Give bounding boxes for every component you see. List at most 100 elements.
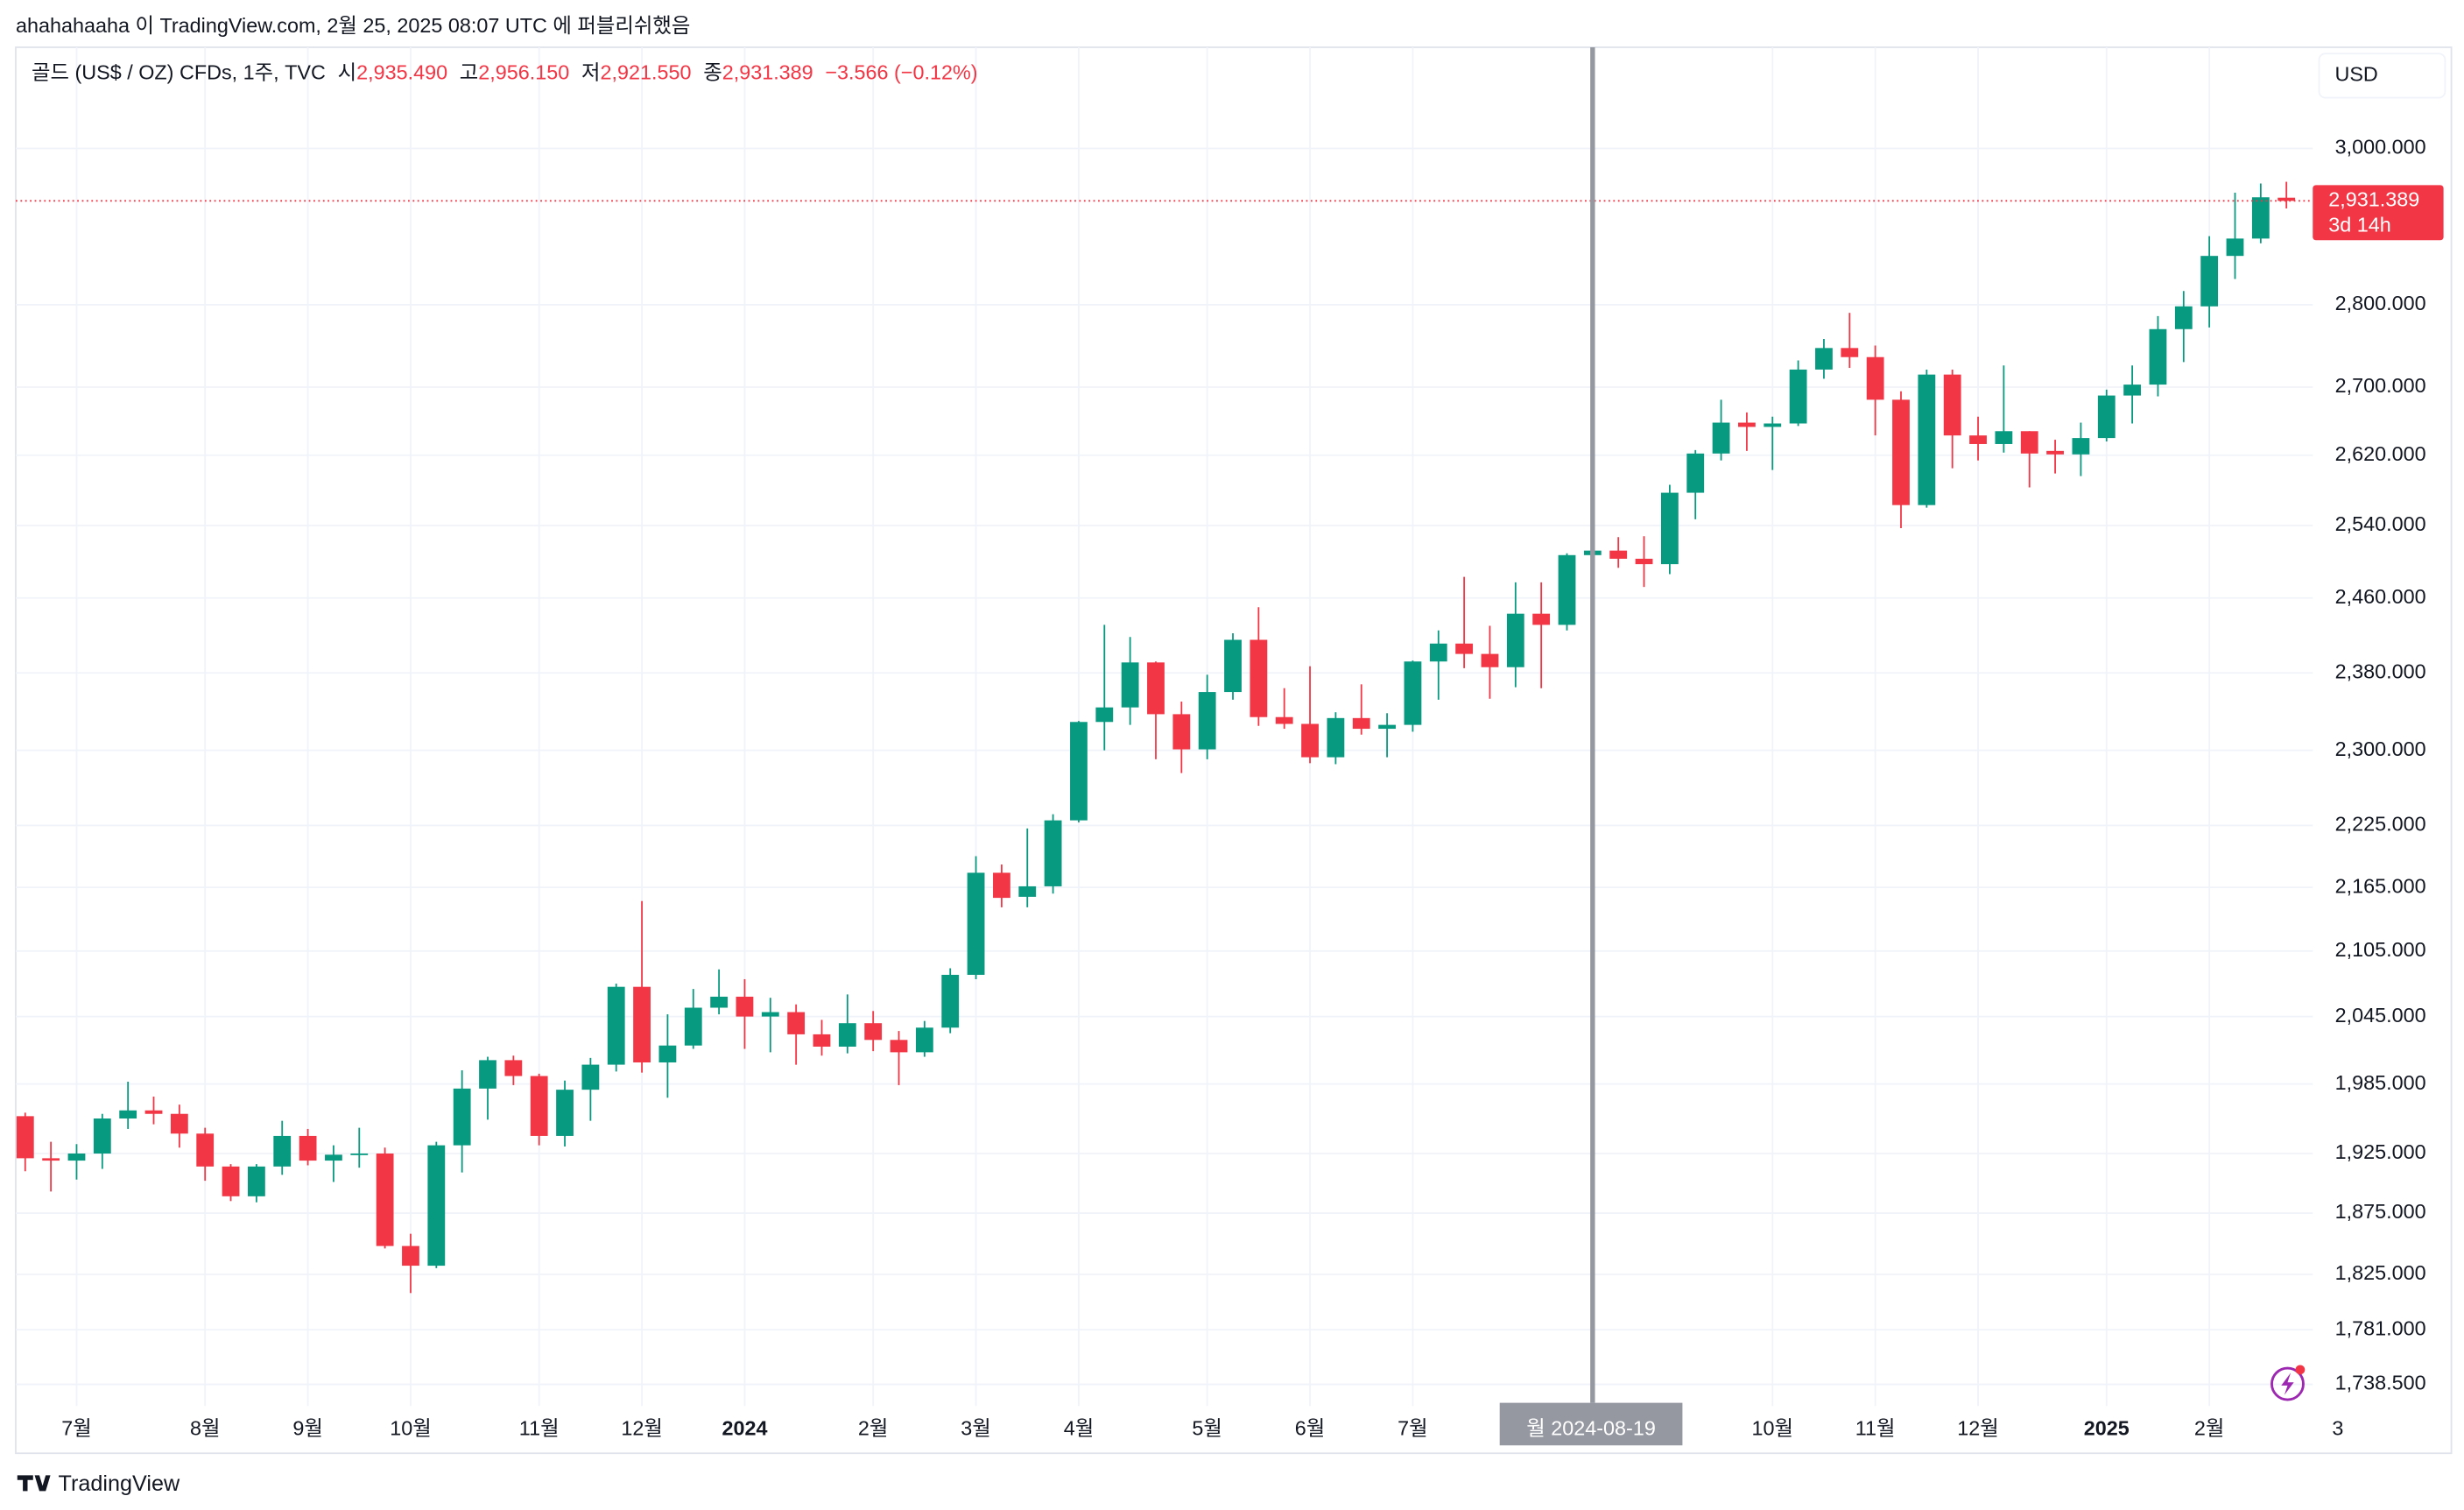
candle-body <box>325 1154 342 1161</box>
candle-body <box>1198 692 1216 750</box>
candle-body <box>1815 348 1833 370</box>
candle-body <box>787 1012 806 1034</box>
currency-box[interactable] <box>2318 53 2446 99</box>
candle-body <box>1275 716 1293 724</box>
alert-dot[interactable] <box>2295 1365 2306 1375</box>
y-tick-label: 2,460.000 <box>2335 585 2426 608</box>
candle-body <box>530 1076 548 1136</box>
candle-body <box>1789 369 1807 424</box>
candle-body <box>1352 717 1370 730</box>
alert-icon[interactable] <box>2270 1365 2306 1401</box>
candle-body <box>350 1154 369 1155</box>
legend-symbol: 골드 (US$ / OZ) CFDs, 1주, TVC <box>32 61 326 84</box>
crosshair-label-box <box>1499 1402 1683 1446</box>
y-tick-label: 3,000.000 <box>2335 136 2426 159</box>
candle-body <box>1995 431 2013 444</box>
candle-body <box>1481 653 1499 667</box>
candle-body <box>1404 661 1422 725</box>
candle-body <box>710 996 729 1008</box>
y-tick-label: 1,825.000 <box>2335 1261 2426 1284</box>
legend-open: 2,935.490 <box>356 61 447 84</box>
candle-body <box>1764 423 1782 427</box>
candle-body <box>1712 422 1730 454</box>
candle-body <box>915 1027 933 1053</box>
candle-body <box>2046 450 2064 455</box>
candle-body <box>170 1113 188 1134</box>
candle-body <box>1686 453 1705 493</box>
y-tick-label: 2,800.000 <box>2335 292 2426 314</box>
logo-mark <box>17 1475 51 1492</box>
candle-body <box>453 1088 471 1146</box>
alert-circle[interactable] <box>2270 1366 2305 1401</box>
candle-body <box>479 1060 496 1089</box>
candle-body <box>1841 348 1859 357</box>
y-tick-label: 2,380.000 <box>2335 660 2426 682</box>
candle-body <box>1866 356 1884 400</box>
candle-body <box>1121 662 1139 708</box>
candle-body <box>273 1135 292 1167</box>
candle-body <box>581 1064 600 1090</box>
x-tick-label: 12월 <box>621 1416 663 1439</box>
candle-body <box>1738 422 1756 427</box>
legend-low-label: 저 <box>581 61 601 84</box>
candle-body <box>2020 431 2038 454</box>
candle-body <box>941 974 960 1028</box>
legend: 골드 (US$ / OZ) CFDs, 1주, TVC 시2,935.490 고… <box>32 61 978 84</box>
legend-close-label: 종 <box>703 61 722 84</box>
candle-body <box>2174 306 2193 329</box>
grid <box>15 46 2313 1407</box>
alert-bolt[interactable] <box>2281 1372 2294 1395</box>
y-tick-label: 1,875.000 <box>2335 1200 2426 1223</box>
y-tick-label: 2,700.000 <box>2335 374 2426 397</box>
candle-body <box>67 1154 86 1161</box>
x-tick-label: 10월 <box>390 1416 432 1439</box>
currency[interactable]: USD <box>2334 63 2377 86</box>
candle-body <box>427 1145 446 1267</box>
header: ahahahaaha 이 TradingView.com, 2월 25, 202… <box>16 14 690 37</box>
candle-body <box>1532 613 1551 625</box>
y-tick-label: 2,540.000 <box>2335 512 2426 535</box>
legend-close: 2,931.389 <box>722 61 813 84</box>
y-tick-label: 2,300.000 <box>2335 737 2426 760</box>
candle-body <box>2149 328 2167 385</box>
candle-body <box>1558 554 1576 625</box>
x-tick-label: 5월 <box>1192 1416 1222 1439</box>
last-price-box <box>2313 185 2444 241</box>
candle-body <box>1018 886 1037 897</box>
candle-body <box>144 1110 163 1114</box>
candle-body <box>1044 820 1062 886</box>
logo-text: TradingView <box>59 1471 180 1496</box>
candle-body <box>376 1154 394 1246</box>
candle-body <box>1378 724 1396 730</box>
legend-low: 2,921.550 <box>601 61 692 84</box>
x-tick-label: 12월 <box>1957 1416 1999 1439</box>
footer-logo: TradingView <box>17 1471 180 1496</box>
candle-body <box>2226 238 2244 257</box>
x-tick-label: 7월 <box>1397 1416 1428 1439</box>
candle-body <box>1070 722 1088 821</box>
candle-body <box>1609 550 1628 559</box>
candle-body <box>1969 435 1987 444</box>
candle-body <box>1301 723 1319 758</box>
y-tick-label: 2,165.000 <box>2335 874 2426 897</box>
candle-body <box>42 1158 60 1161</box>
y-tick-label: 1,781.000 <box>2335 1316 2426 1339</box>
candle-body <box>993 872 1010 899</box>
candle-body <box>967 872 985 975</box>
candle-body <box>196 1133 215 1167</box>
candle-body <box>1429 643 1447 662</box>
candle-body <box>299 1135 317 1161</box>
candle-body <box>1635 558 1653 565</box>
x-tick-label: 10월 <box>1752 1416 1794 1439</box>
x-tick-label: 9월 <box>292 1416 323 1439</box>
candle-body <box>504 1060 523 1076</box>
candle-body <box>813 1034 831 1047</box>
candle-body <box>890 1040 908 1053</box>
y-tick-label: 1,738.500 <box>2335 1372 2426 1394</box>
candle-body <box>1147 662 1165 715</box>
candle-body <box>633 986 651 1062</box>
y-tick-label: 2,620.000 <box>2335 442 2426 465</box>
x-tick-label: 2025 <box>2084 1416 2130 1439</box>
